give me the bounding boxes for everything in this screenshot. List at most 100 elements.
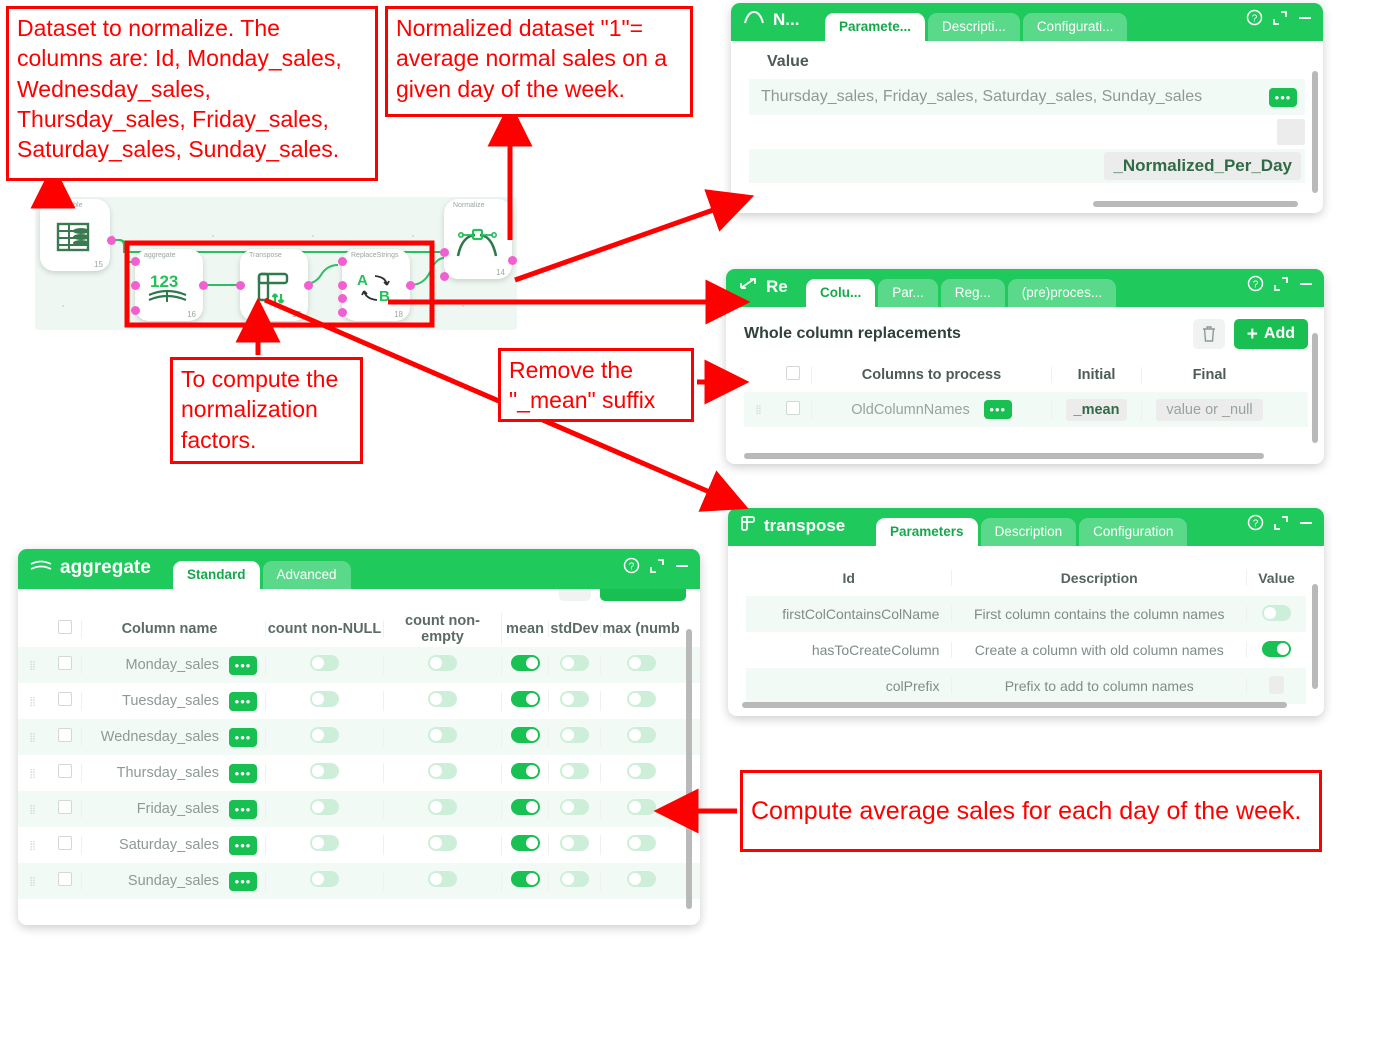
replace-strings-panel[interactable]: Re Colu... Par... Reg... (pre)proces... … — [726, 269, 1324, 464]
minimize-icon[interactable] — [1297, 10, 1313, 31]
maximize-icon[interactable] — [649, 558, 665, 579]
add-button[interactable] — [600, 589, 686, 601]
node-port-out-transpose[interactable] — [304, 281, 313, 290]
transpose-panel[interactable]: transpose Parameters Description Configu… — [728, 508, 1324, 716]
tab-description[interactable]: Descripti... — [928, 13, 1020, 41]
toggle-max[interactable] — [626, 799, 656, 819]
node-port-in-replacestrings-top[interactable] — [338, 257, 347, 266]
toggle-mean[interactable] — [510, 727, 540, 747]
normalize-panel-window-controls[interactable]: ? — [1246, 9, 1313, 31]
replace-horizontal-scrollbar[interactable] — [744, 453, 1264, 459]
tab-configuration[interactable]: Configuration — [1079, 518, 1188, 546]
toggle-count-non-empty[interactable] — [428, 727, 457, 747]
minimize-icon[interactable] — [1298, 276, 1314, 297]
table-row[interactable]: ⣿ Friday_sales ••• — [18, 791, 700, 827]
toggle-std-dev[interactable] — [560, 727, 589, 747]
delete-icon[interactable] — [1192, 319, 1225, 349]
row-drag-handle[interactable]: ⣿ — [29, 659, 37, 670]
row-value-toggle[interactable] — [1247, 640, 1306, 660]
toggle-count-non-empty[interactable] — [428, 835, 457, 855]
row-more-button[interactable]: ••• — [229, 871, 257, 891]
tab-columns[interactable]: Colu... — [806, 279, 876, 307]
transpose-horizontal-scrollbar[interactable] — [742, 702, 1287, 708]
add-button[interactable]: + Add — [1233, 319, 1308, 349]
delete-icon[interactable] — [559, 589, 591, 601]
toggle-std-dev[interactable] — [560, 655, 589, 675]
row-more-button[interactable]: ••• — [983, 400, 1012, 419]
node-port-in-normalize-bot[interactable] — [440, 272, 449, 281]
normalize-vertical-scrollbar[interactable] — [1312, 71, 1318, 193]
toggle-count-non-empty[interactable] — [428, 655, 457, 675]
row-column-name[interactable]: Wednesday_sales ••• — [82, 727, 266, 747]
normalize-blank-field[interactable] — [1277, 119, 1305, 145]
node-port-in-replacestrings-bot[interactable] — [338, 308, 347, 317]
row-value-field[interactable] — [1247, 675, 1306, 697]
node-port-out-normalize[interactable] — [508, 256, 517, 265]
row-checkbox[interactable] — [48, 836, 82, 854]
tab-regex[interactable]: Reg... — [940, 279, 1005, 307]
toggle-std-dev[interactable] — [560, 799, 589, 819]
tab-configuration[interactable]: Configurati... — [1022, 13, 1128, 41]
toggle-count-non-null[interactable] — [310, 871, 339, 891]
workflow-node-aggregate[interactable]: aggregate 123 16 — [135, 249, 203, 321]
table-row[interactable]: ⣿ Sunday_sales ••• — [18, 863, 700, 899]
toggle-max[interactable] — [626, 655, 656, 675]
node-port-in-transpose[interactable] — [236, 281, 245, 290]
maximize-icon[interactable] — [1273, 515, 1289, 536]
row-column-name[interactable]: Thursday_sales ••• — [82, 763, 266, 783]
node-port-in-aggregate-top[interactable] — [131, 257, 140, 266]
node-port-out-aggregate[interactable] — [199, 281, 208, 290]
toggle-count-non-null[interactable] — [310, 799, 339, 819]
toggle-std-dev[interactable] — [560, 691, 589, 711]
help-icon[interactable]: ? — [623, 557, 640, 579]
toggle-mean[interactable] — [510, 799, 540, 819]
toggle-count-non-empty[interactable] — [428, 763, 457, 783]
row-more-button[interactable]: ••• — [229, 727, 257, 747]
toggle-count-non-empty[interactable] — [428, 799, 457, 819]
normalize-value-more-button[interactable]: ••• — [1269, 87, 1297, 107]
toggle-std-dev[interactable] — [560, 835, 589, 855]
row-drag-handle[interactable]: ⣿ — [755, 404, 763, 414]
toggle-mean[interactable] — [510, 763, 540, 783]
replace-vertical-scrollbar[interactable] — [1312, 333, 1318, 443]
normalize-panel[interactable]: N... Paramete... Descripti... Configurat… — [731, 3, 1323, 213]
maximize-icon[interactable] — [1272, 10, 1288, 31]
toggle-count-non-null[interactable] — [310, 655, 339, 675]
workflow-node-normalize[interactable]: Normalize 14 — [444, 199, 512, 279]
toggle-max[interactable] — [626, 763, 656, 783]
row-columns-to-process[interactable]: OldColumnNames ••• — [812, 400, 1052, 419]
aggregate-panel-tabs[interactable]: Standard Advanced — [173, 561, 354, 589]
table-row[interactable]: ⣿ OldColumnNames ••• _mean value or _nul… — [744, 392, 1308, 427]
tab-advanced[interactable]: Advanced — [262, 561, 351, 589]
row-column-name[interactable]: Monday_sales ••• — [82, 655, 266, 675]
tab-standard[interactable]: Standard — [173, 561, 260, 589]
row-more-button[interactable]: ••• — [229, 655, 257, 675]
select-all-checkbox[interactable] — [48, 620, 82, 638]
tab-preprocess[interactable]: (pre)proces... — [1007, 279, 1117, 307]
normalize-panel-tabs[interactable]: Paramete... Descripti... Configurati... — [825, 13, 1130, 41]
table-row[interactable]: colPrefix Prefix to add to column names — [746, 668, 1306, 704]
aggregate-panel-window-controls[interactable]: ? — [623, 557, 690, 579]
row-more-button[interactable]: ••• — [229, 763, 257, 783]
toggle-count-non-null[interactable] — [310, 835, 339, 855]
row-drag-handle[interactable]: ⣿ — [29, 731, 37, 742]
transpose-panel-tabs[interactable]: Parameters Description Configuration — [876, 518, 1190, 546]
normalize-suffix-value[interactable]: _Normalized_Per_Day — [1104, 152, 1301, 180]
normalize-horizontal-scrollbar[interactable] — [1093, 201, 1298, 207]
tab-parameters[interactable]: Parameters — [876, 518, 978, 546]
transpose-vertical-scrollbar[interactable] — [1312, 584, 1318, 689]
help-icon[interactable]: ? — [1246, 9, 1263, 31]
row-initial[interactable]: _mean — [1052, 398, 1142, 421]
row-more-button[interactable]: ••• — [229, 835, 257, 855]
row-checkbox[interactable] — [48, 800, 82, 818]
help-icon[interactable]: ? — [1247, 275, 1264, 297]
toggle-max[interactable] — [626, 727, 656, 747]
normalize-value-field[interactable]: Thursday_sales, Friday_sales, Saturday_s… — [749, 79, 1305, 115]
row-more-button[interactable]: ••• — [229, 799, 257, 819]
node-port-in-aggregate-mid[interactable] — [131, 281, 140, 290]
row-column-name[interactable]: Friday_sales ••• — [82, 799, 266, 819]
replace-panel-window-controls[interactable]: ? — [1247, 275, 1314, 297]
toggle-max[interactable] — [626, 691, 656, 711]
toggle-mean[interactable] — [510, 871, 540, 891]
toggle-count-non-null[interactable] — [310, 763, 339, 783]
